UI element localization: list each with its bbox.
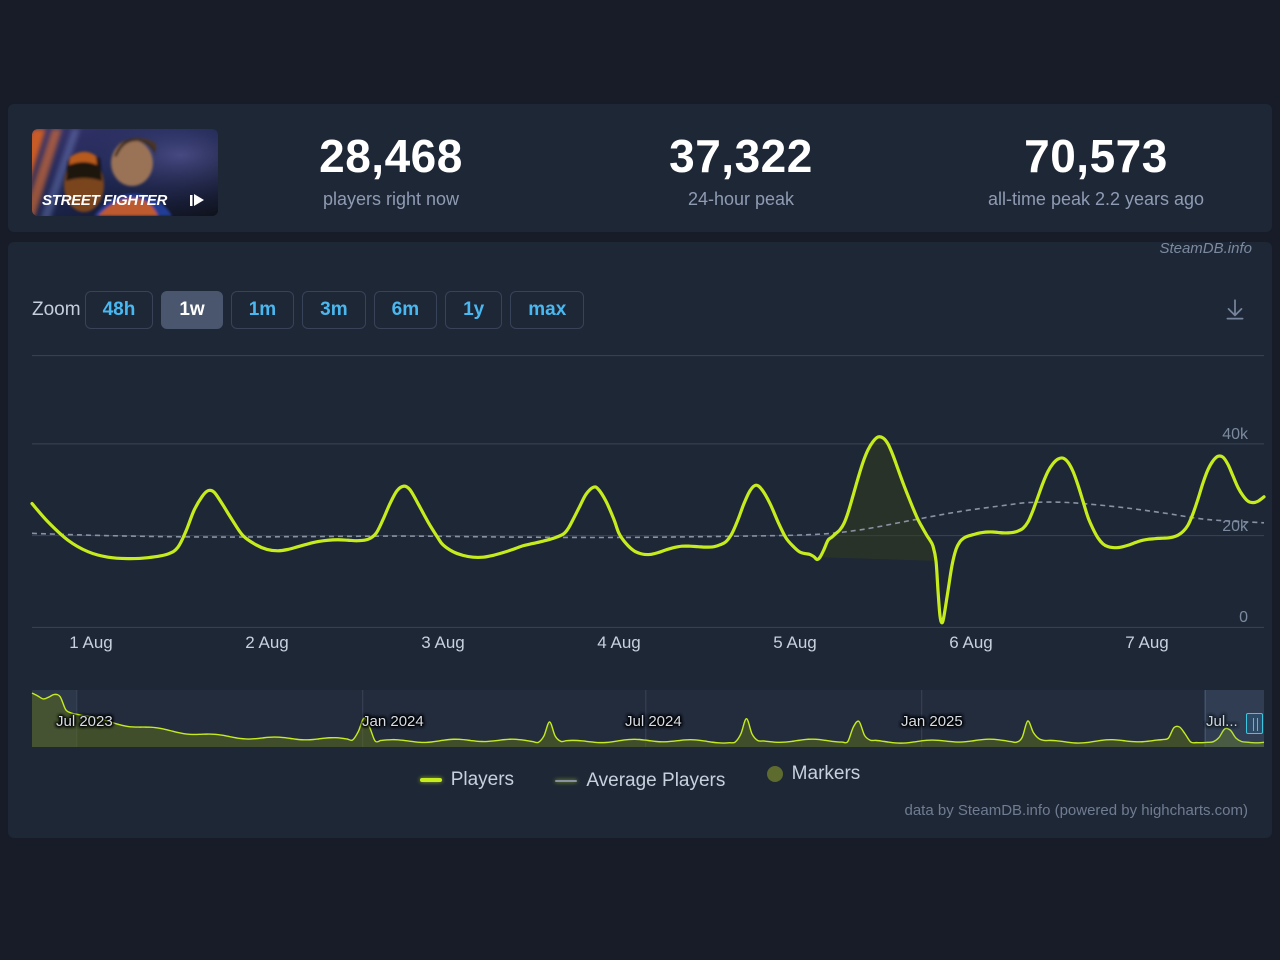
svg-text:STREET FIGHTER: STREET FIGHTER — [42, 192, 167, 209]
